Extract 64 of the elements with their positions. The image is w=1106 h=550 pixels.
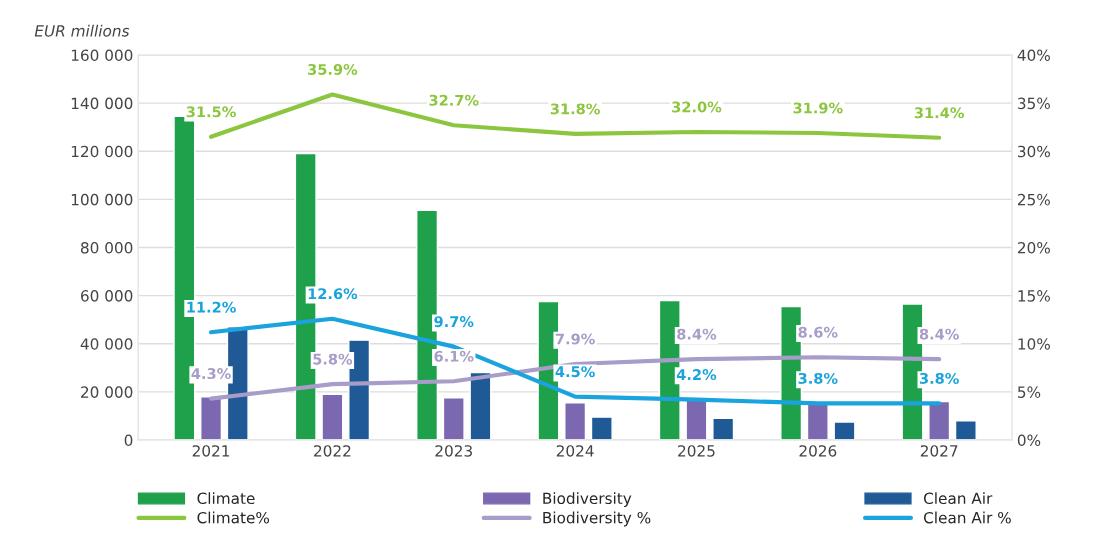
data-label: 4.3%	[191, 368, 231, 380]
legend-label: Clean Air	[924, 492, 993, 505]
y-tick-label: 20 000	[81, 386, 133, 398]
y2-tick-label: 30%	[1018, 145, 1050, 158]
data-label: 31.9%	[793, 102, 843, 114]
x-tick-label: 2026	[799, 445, 837, 457]
data-label: 35.9%	[308, 63, 358, 75]
bar	[954, 420, 977, 440]
x-tick-label: 2023	[435, 445, 472, 457]
data-label: 31.4%	[914, 107, 965, 119]
y2-tick-label: 25%	[1017, 193, 1050, 206]
bar	[833, 421, 856, 440]
legend-label: Climate%	[197, 511, 270, 524]
data-label: 7.9%	[555, 333, 595, 345]
data-label: 8.4%	[919, 328, 959, 340]
data-label: 3.8%	[919, 372, 959, 384]
y-tick-label: 160 000	[71, 49, 133, 62]
bar	[712, 417, 735, 440]
data-label: 5.8%	[313, 353, 353, 365]
bar	[321, 393, 344, 440]
data-label: 11.2%	[187, 301, 236, 313]
y2-tick-label: 10%	[1018, 338, 1050, 350]
y2-tick-label: 5%	[1018, 386, 1041, 398]
data-label: 4.2%	[676, 369, 717, 381]
legend-label: Biodiversity	[543, 492, 632, 508]
y-tick-label: 140 000	[71, 97, 133, 110]
data-label: 9.7%	[434, 316, 474, 328]
y-axis-title: EUR millions	[34, 24, 130, 37]
y-tick-label: 100 000	[71, 193, 133, 206]
bar	[590, 416, 613, 440]
x-tick-label: 2025	[678, 445, 715, 457]
x-tick-label: 2027	[920, 445, 958, 457]
y2-tick-label: 0%	[1017, 434, 1041, 447]
y2-tick-label: 40%	[1017, 49, 1050, 62]
y-tick-label: 80 000	[80, 241, 133, 254]
y-tick-label: 40 000	[80, 338, 133, 350]
legend-label: Biodiversity %	[543, 511, 651, 527]
y2-tick-label: 15%	[1018, 290, 1050, 302]
data-label: 32.7%	[429, 94, 479, 106]
data-label: 8.4%	[677, 328, 717, 340]
bar	[469, 371, 492, 440]
y-tick-label: 120 000	[71, 145, 133, 158]
legend-label: Clean Air %	[924, 511, 1011, 524]
data-label: 4.5%	[555, 366, 595, 378]
y-tick-label: 60 000	[81, 290, 133, 302]
data-label: 31.8%	[550, 103, 600, 115]
x-tick-label: 2024	[556, 445, 594, 457]
x-tick-label: 2021	[192, 445, 230, 457]
y-tick-label: 0	[124, 434, 133, 447]
data-label: 8.6%	[798, 326, 838, 338]
y2-tick-label: 35%	[1018, 97, 1050, 110]
data-label: 6.1%	[434, 350, 474, 362]
bar	[564, 402, 587, 440]
data-label: 3.8%	[798, 372, 838, 384]
bar	[685, 399, 708, 440]
data-label: 32.0%	[672, 101, 722, 113]
data-label: 31.5%	[186, 106, 236, 118]
x-tick-label: 2022	[314, 445, 351, 457]
y2-tick-label: 20%	[1017, 241, 1050, 254]
bar	[928, 400, 951, 440]
legend-label: Climate	[197, 492, 255, 505]
bar	[442, 397, 465, 440]
data-label: 12.6%	[308, 288, 358, 300]
bar	[200, 395, 223, 440]
